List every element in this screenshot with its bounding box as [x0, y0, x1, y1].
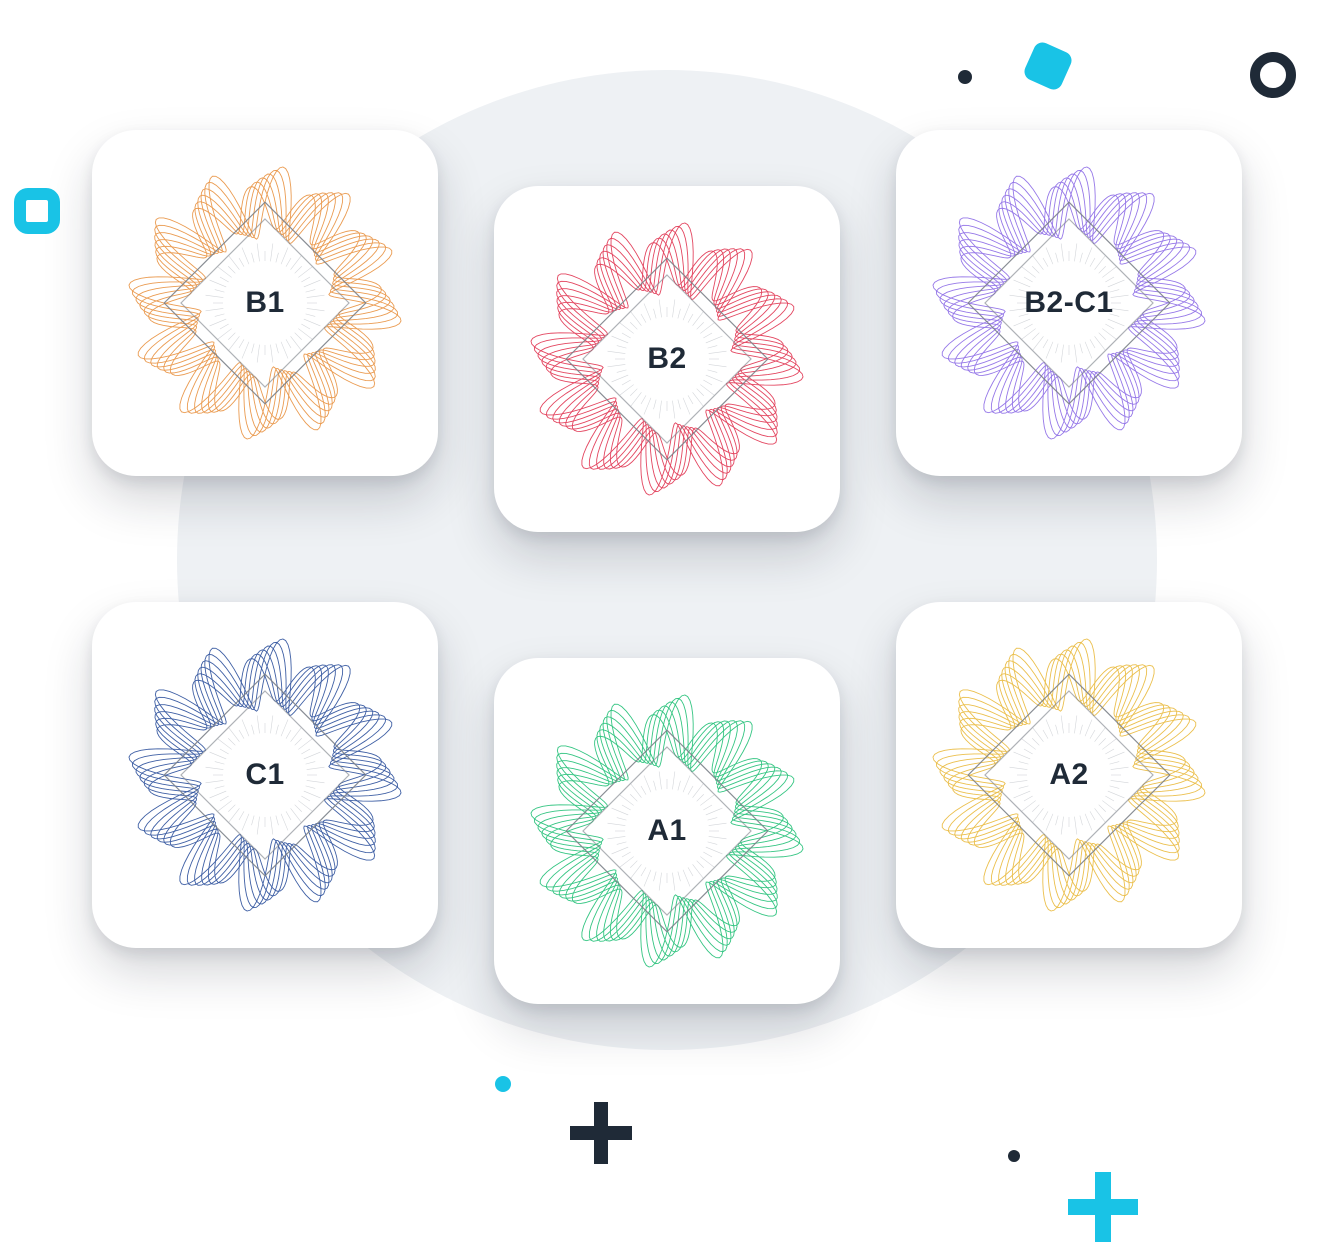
level-badge: B1: [125, 163, 405, 443]
level-badge: B2-C1: [929, 163, 1209, 443]
level-badge: A2: [929, 635, 1209, 915]
level-label: A2: [1049, 758, 1088, 792]
rounded-square-icon: [14, 188, 60, 234]
rounded-square-icon: [1022, 40, 1075, 93]
level-card-a2[interactable]: A2: [896, 602, 1242, 948]
dot-icon: [958, 70, 972, 84]
level-card-b2[interactable]: B2: [494, 186, 840, 532]
level-card-b1[interactable]: B1: [92, 130, 438, 476]
plus-icon: [570, 1102, 632, 1164]
level-label: B1: [245, 286, 284, 320]
ring-icon: [1250, 52, 1296, 98]
dot-icon: [495, 1076, 511, 1092]
dot-icon: [1008, 1150, 1020, 1162]
level-label: A1: [647, 814, 686, 848]
plus-icon: [1068, 1172, 1138, 1242]
level-label: B2-C1: [1024, 286, 1113, 320]
level-label: B2: [647, 342, 686, 376]
level-card-grid: B1 B2 B2-C1 C1 A1 A2: [92, 130, 1242, 878]
level-card-b2-c1[interactable]: B2-C1: [896, 130, 1242, 476]
level-card-a1[interactable]: A1: [494, 658, 840, 1004]
level-badge: C1: [125, 635, 405, 915]
level-card-c1[interactable]: C1: [92, 602, 438, 948]
level-badge: B2: [527, 219, 807, 499]
level-label: C1: [245, 758, 284, 792]
level-badge: A1: [527, 691, 807, 971]
